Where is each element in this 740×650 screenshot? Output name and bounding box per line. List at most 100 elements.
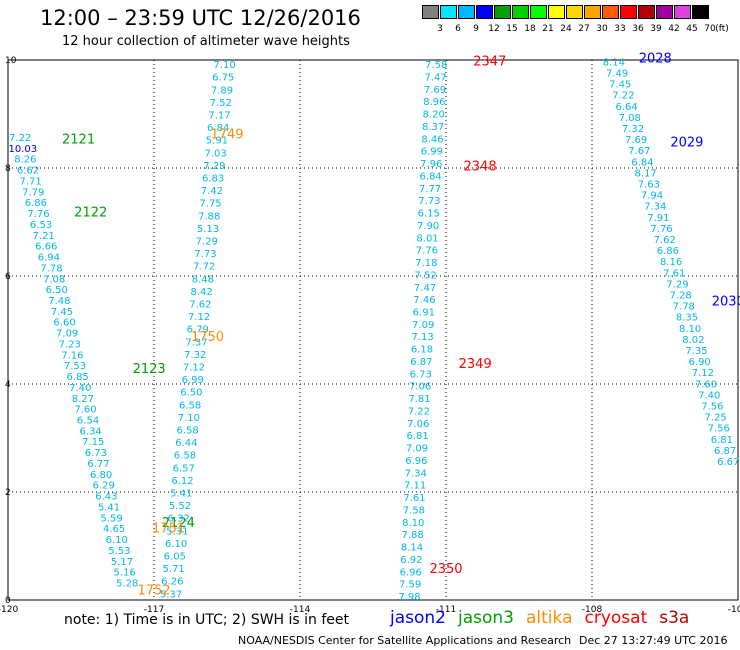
wave-height-value: 5.91 — [206, 136, 228, 147]
wave-height-value: 8.10 — [402, 518, 424, 529]
wave-height-value: 6.77 — [87, 459, 109, 470]
wave-height-value: 7.62 — [189, 300, 211, 311]
wave-height-value: 10.03 — [8, 144, 37, 155]
wave-height-value: 7.78 — [673, 302, 695, 313]
wave-height-value: 7.40 — [698, 390, 720, 401]
color-swatch — [476, 5, 493, 19]
wave-height-value: 7.76 — [27, 209, 49, 220]
color-scale-label: 12 — [488, 24, 500, 34]
y-tick-label: 10 — [5, 56, 17, 66]
wave-height-value: 7.88 — [401, 530, 423, 541]
wave-height-value: 6.62 — [17, 166, 39, 177]
wave-height-value: 7.56 — [708, 424, 730, 435]
wave-height-value: 8.26 — [14, 155, 36, 166]
wave-height-value: 7.16 — [61, 350, 83, 361]
wave-height-value: 6.50 — [46, 285, 68, 296]
wave-height-value: 7.59 — [399, 580, 421, 591]
wave-height-value: 7.10 — [213, 60, 235, 71]
wave-height-value: 5.52 — [169, 501, 191, 512]
wave-height-value: 6.43 — [95, 492, 117, 503]
pass-time-label: 2121 — [62, 133, 95, 148]
wave-height-value: 7.56 — [701, 402, 723, 413]
wave-height-value: 7.98 — [398, 592, 420, 603]
color-scale-unit: (ft) — [715, 24, 729, 34]
wave-height-value: 7.13 — [411, 332, 433, 343]
wave-height-value: 6.57 — [173, 463, 195, 474]
wave-height-value: 7.45 — [609, 80, 631, 91]
wave-height-value: 6.84 — [420, 171, 442, 182]
satellite-legend: jason2 jason3 altika cryosat s3a — [390, 608, 701, 628]
wave-height-value: 7.11 — [404, 481, 426, 492]
color-scale-label: 30 — [596, 24, 608, 34]
wave-height-value: 7.23 — [59, 339, 81, 350]
legend-entry-s3a: s3a — [659, 608, 690, 628]
pass-time-label: 1750 — [191, 330, 224, 345]
wave-height-value: 6.73 — [85, 448, 107, 459]
wave-height-value: 6.29 — [93, 481, 115, 492]
legend-entry-altika: altika — [526, 608, 573, 628]
wave-height-value: 7.03 — [205, 148, 227, 159]
y-tick-label: 2 — [5, 488, 11, 498]
wave-height-value: 6.86 — [25, 198, 47, 209]
x-tick-label: -105 — [728, 605, 740, 615]
wave-height-value: 7.71 — [19, 176, 41, 187]
wave-height-marks: 7.2210.038.266.627.717.796.867.766.537.2… — [8, 52, 740, 603]
legend-entry-jason3: jason3 — [458, 608, 514, 628]
x-tick-label: -111 — [436, 605, 456, 615]
color-scale-label: 36 — [632, 24, 644, 34]
pass-time-label: 2122 — [74, 206, 107, 221]
pass-time-label: 2349 — [459, 357, 492, 372]
color-swatch — [656, 5, 673, 19]
wave-height-value: 8.42 — [190, 287, 212, 298]
wave-height-value: 6.75 — [212, 73, 234, 84]
wave-height-value: 6.94 — [38, 253, 60, 264]
wave-height-value: 6.92 — [400, 555, 422, 566]
wave-height-value: 7.47 — [425, 72, 447, 83]
x-tick-label: -117 — [144, 605, 164, 615]
wave-height-value: 7.49 — [606, 69, 628, 80]
color-swatch — [530, 5, 547, 19]
wave-height-value: 6.58 — [179, 400, 201, 411]
wave-height-value: 6.10 — [165, 539, 187, 550]
wave-height-value: 6.32 — [168, 514, 190, 525]
wave-height-value: 7.77 — [419, 184, 441, 195]
wave-height-value: 7.34 — [644, 202, 666, 213]
wave-height-value: 8.48 — [192, 274, 214, 285]
wave-height-value: 8.46 — [421, 134, 443, 145]
wave-height-value: 7.90 — [417, 221, 439, 232]
wave-height-value: 7.22 — [612, 91, 634, 102]
wave-height-value: 7.52 — [415, 270, 437, 281]
wave-height-value: 4.65 — [103, 524, 125, 535]
wave-height-value: 6.12 — [171, 476, 193, 487]
wave-height-value: 8.10 — [679, 324, 701, 335]
wave-height-value: 7.73 — [418, 196, 440, 207]
color-swatch — [494, 5, 511, 19]
x-tick-label: -120 — [0, 605, 18, 615]
color-scale-label: 70 — [704, 24, 716, 34]
pass-time-label: 2347 — [473, 54, 506, 69]
wave-height-value: 6.85 — [66, 372, 88, 383]
wave-height-value: 5.41 — [98, 502, 120, 513]
wave-height-value: 7.45 — [51, 307, 73, 318]
wave-height-value: 7.81 — [408, 394, 430, 405]
pass-time-label: 2028 — [639, 52, 672, 67]
wave-height-value: 5.17 — [111, 557, 133, 568]
wave-height-value: 7.18 — [415, 258, 437, 269]
wave-height-value: 6.96 — [400, 567, 422, 578]
wave-height-value: 7.79 — [22, 187, 44, 198]
page-title: 12:00 – 23:59 UTC 12/26/2016 — [40, 6, 361, 30]
wave-height-value: 6.05 — [164, 552, 186, 563]
wave-height-value: 7.53 — [64, 361, 86, 372]
wave-height-value: 7.08 — [43, 274, 65, 285]
color-swatch — [674, 5, 691, 19]
wave-height-value: 7.62 — [654, 235, 676, 246]
wave-height-value: 5.37 — [160, 589, 182, 600]
wave-height-value: 6.54 — [77, 416, 99, 427]
wave-height-value: 6.83 — [202, 174, 224, 185]
wave-height-value: 7.37 — [185, 337, 207, 348]
wave-height-value: 7.06 — [407, 419, 429, 430]
color-scale-label: 3 — [437, 24, 443, 34]
wave-height-value: 7.75 — [199, 199, 221, 210]
wave-height-value: 7.09 — [56, 329, 78, 340]
wave-height-value: 6.79 — [187, 325, 209, 336]
